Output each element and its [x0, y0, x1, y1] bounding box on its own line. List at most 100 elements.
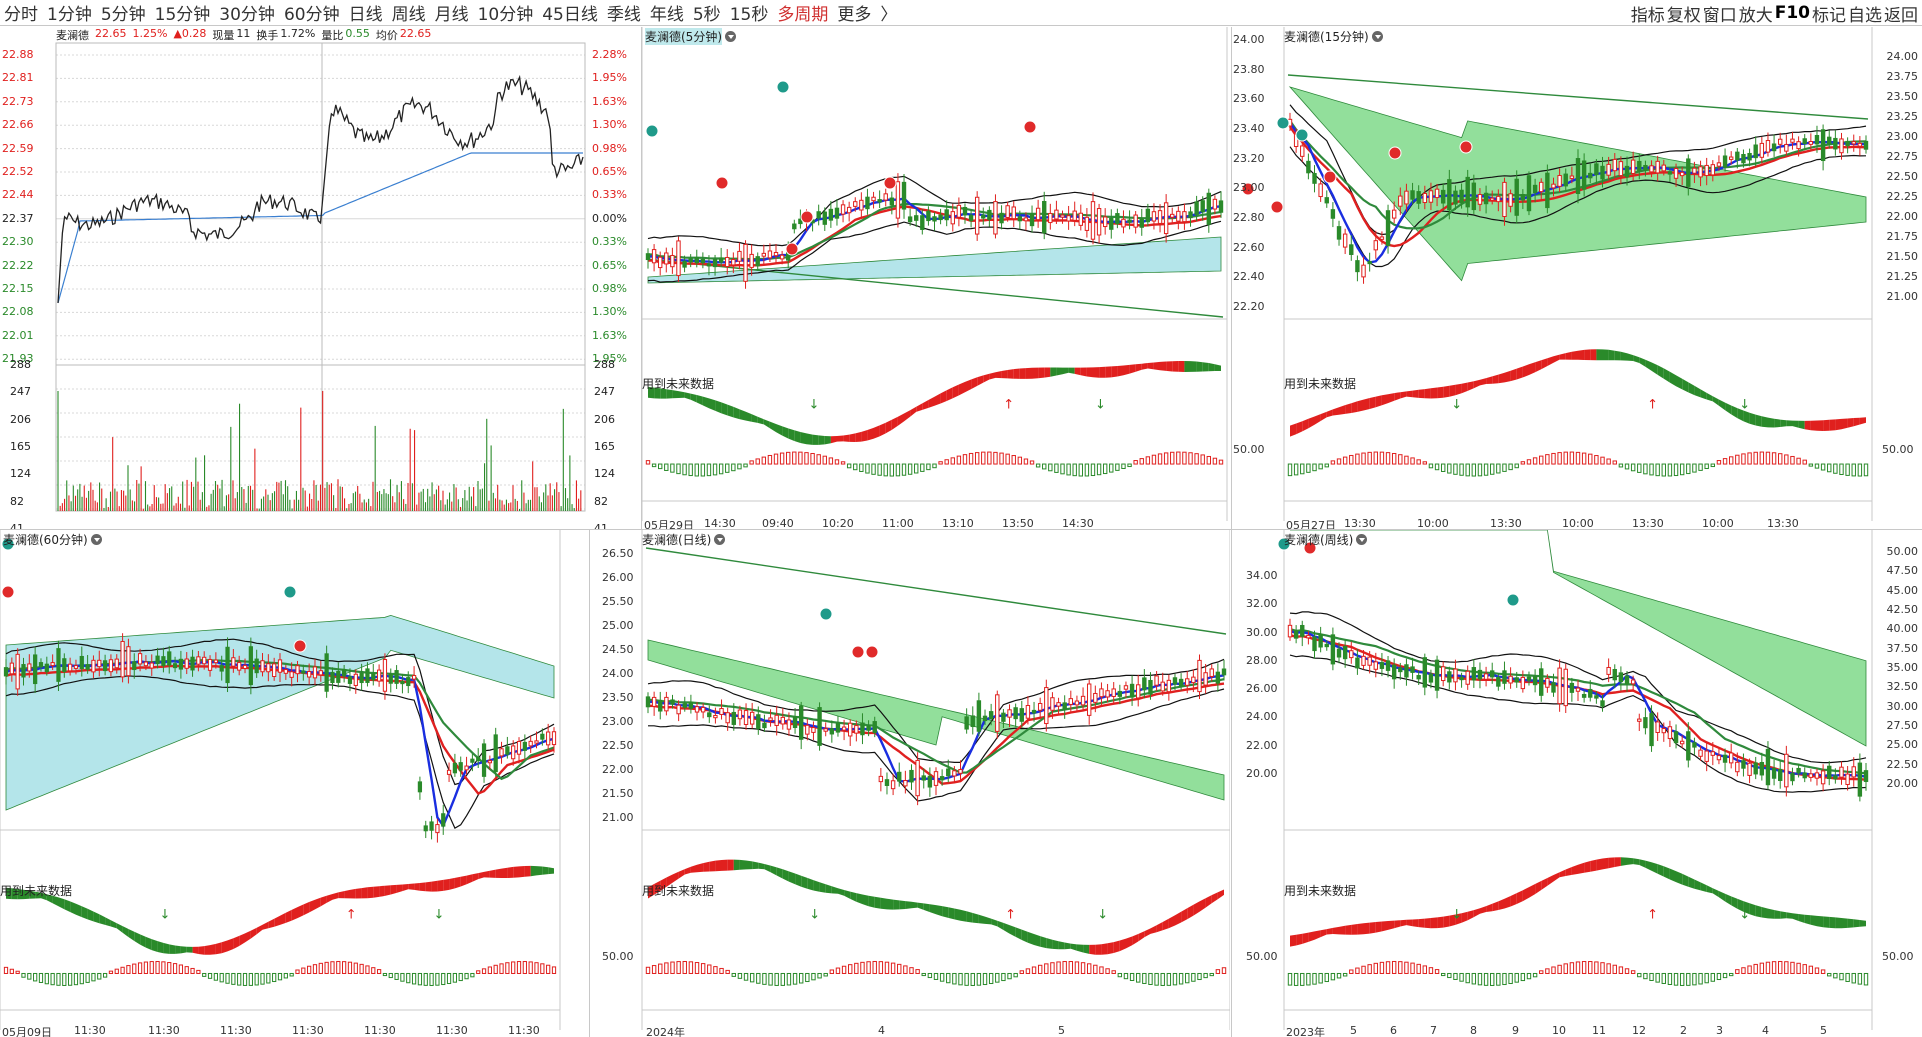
- candle-body: [1440, 189, 1446, 204]
- candle-body: [1728, 156, 1734, 160]
- tab-period[interactable]: 1分钟: [47, 5, 92, 25]
- tab-period[interactable]: 周线: [391, 5, 426, 25]
- settings-dropdown-icon[interactable]: [1356, 534, 1368, 545]
- oscillator-ribbon: [1841, 918, 1848, 929]
- tab-multi-period[interactable]: 多周期: [777, 5, 829, 25]
- histogram-bar: [1637, 972, 1642, 978]
- tab-period[interactable]: 月线: [434, 5, 469, 25]
- tab-period[interactable]: 5分钟: [100, 5, 146, 25]
- oscillator-ribbon: [1761, 416, 1768, 428]
- tab-period[interactable]: 5秒: [692, 5, 721, 25]
- mark-button[interactable]: 标记: [1812, 5, 1846, 26]
- back-button[interactable]: 返回: [1884, 5, 1918, 26]
- candle-body: [860, 722, 865, 736]
- histogram-bar: [1062, 961, 1067, 974]
- candle-body: [1857, 142, 1863, 147]
- settings-dropdown-icon[interactable]: [90, 534, 102, 545]
- oscillator-ribbon: [1208, 363, 1215, 372]
- candle-body: [816, 211, 821, 219]
- chart-panel-15min[interactable]: ↓ ↑ ↓ 麦澜德(15分钟) 用到未来数据 24.00 23.80 23.60 23.4…: [1232, 27, 1922, 529]
- candle-body: [1526, 175, 1532, 212]
- histogram-bar: [1029, 460, 1035, 465]
- watchlist-button[interactable]: 自选: [1848, 5, 1882, 26]
- histogram-bar: [15, 970, 20, 974]
- histogram-bar: [798, 972, 804, 984]
- settings-dropdown-icon[interactable]: [714, 534, 726, 545]
- candle-body: [694, 256, 699, 264]
- zoom-button[interactable]: 放大: [1738, 5, 1773, 26]
- tab-more[interactable]: 更多: [837, 5, 872, 25]
- candle-body: [835, 722, 841, 733]
- oscillator-ribbon: [1406, 919, 1413, 927]
- chart-panel-5min[interactable]: ↓ ↑ ↓ 麦澜德(5分钟) 用到未来数据 05月29日 14:30 09:40 10:2…: [642, 27, 1230, 529]
- buy-signal-icon: [1277, 537, 1291, 551]
- tab-period[interactable]: 45日线: [542, 5, 598, 25]
- tab-period[interactable]: 15分钟: [154, 5, 211, 25]
- axis-tick-label: 28.00: [1246, 653, 1278, 667]
- histogram-bar: [805, 972, 810, 983]
- histogram-bar: [1502, 972, 1507, 986]
- oscillator-ribbon: [1449, 914, 1456, 927]
- tab-period[interactable]: 10分钟: [477, 5, 534, 25]
- oscillator-ribbon: [942, 906, 949, 918]
- oscillator-ribbon: [542, 866, 549, 875]
- divider: [641, 27, 642, 530]
- histogram-bar: [725, 463, 730, 473]
- candle-body: [1096, 208, 1102, 236]
- candle-body: [1422, 192, 1428, 204]
- histogram-bar: [1814, 463, 1820, 469]
- oscillator-ribbon: [1339, 925, 1346, 935]
- settings-dropdown-icon[interactable]: [1371, 31, 1383, 42]
- candle-body: [441, 813, 446, 827]
- window-button[interactable]: 窗口: [1702, 5, 1737, 26]
- oscillator-ribbon: [1424, 918, 1431, 929]
- axis-tick-label: 82: [10, 494, 24, 508]
- oscillator-ribbon: [419, 882, 426, 892]
- tab-period[interactable]: 30分钟: [219, 5, 275, 25]
- time-axis-label: 10:00: [1702, 517, 1734, 529]
- settings-dropdown-icon[interactable]: [725, 31, 736, 42]
- tab-period[interactable]: 季线: [606, 5, 641, 25]
- oscillator-ribbon: [893, 899, 900, 910]
- intraday-chart-panel[interactable]: 麦澜德 22.65 1.25% ▲0.28 现量 11 换手 1.72% 量比 …: [0, 27, 640, 529]
- indicator-button[interactable]: 指标: [1630, 5, 1665, 26]
- chevron-right-icon[interactable]: 〉: [880, 5, 898, 25]
- oscillator-ribbon: [262, 921, 269, 930]
- kline-plot-5min: ↓ ↑ ↓: [642, 27, 1228, 521]
- candle-body: [889, 197, 895, 206]
- histogram-bar: [731, 972, 736, 977]
- histogram-bar: [1066, 463, 1071, 476]
- tab-period[interactable]: 60分钟: [283, 5, 340, 25]
- histogram-bar: [178, 964, 184, 974]
- tab-period[interactable]: 年线: [649, 5, 684, 25]
- histogram-bar: [1129, 972, 1135, 981]
- histogram-bar: [1416, 963, 1421, 974]
- avg-value: 22.65: [399, 27, 432, 40]
- histogram-bar: [1102, 463, 1108, 475]
- f10-button[interactable]: F10: [1774, 3, 1810, 23]
- arrow-down-icon: ↓: [1451, 908, 1462, 923]
- tab-period[interactable]: 15秒: [729, 5, 769, 25]
- tab-period[interactable]: 日线: [348, 5, 383, 25]
- tab-period[interactable]: 分时: [4, 5, 38, 25]
- oscillator-ribbon: [946, 387, 953, 401]
- oscillator-ribbon: [1062, 367, 1069, 375]
- histogram-bar: [1300, 463, 1305, 475]
- oscillator-ribbon: [1424, 388, 1431, 399]
- candle-body: [155, 655, 160, 665]
- adjust-button[interactable]: 复权: [1666, 5, 1701, 26]
- oscillator-ribbon: [93, 911, 100, 924]
- oscillator-ribbon: [721, 402, 728, 416]
- chart-panel-daily[interactable]: ↓ ↑ ↓ 麦澜德(日线) 用到未来数据 26.50 26.00 25.50 25.00 2…: [590, 530, 1230, 1037]
- chart-panel-weekly[interactable]: ↓ ↑ ↓ 麦澜德(周线) 用到未来数据 34.00 32.00 30.00 28.00 2…: [1232, 530, 1922, 1037]
- histogram-bar: [1710, 463, 1716, 468]
- intraday-info-bar: 麦澜德 22.65 1.25% ▲0.28 现量 11 换手 1.72% 量比 …: [56, 27, 431, 43]
- chart-panel-60min[interactable]: ↓ ↑ ↓ 麦澜德(60分钟) 用到未来数据 05月09日 11:30 11:30 11:…: [0, 530, 588, 1037]
- oscillator-ribbon: [1449, 384, 1456, 397]
- oscillator-ribbon: [1688, 876, 1695, 889]
- oscillator-ribbon: [849, 433, 856, 442]
- histogram-bar: [126, 965, 131, 974]
- candle-body: [1145, 208, 1151, 223]
- histogram-bar: [1330, 460, 1336, 465]
- oscillator-ribbon: [1761, 907, 1768, 919]
